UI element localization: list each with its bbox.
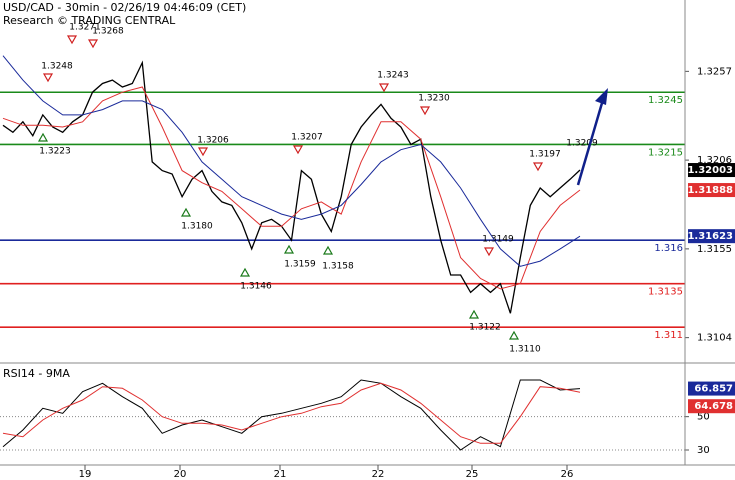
swing-label: 1.3159 <box>284 260 316 270</box>
last-value-box <box>688 183 735 198</box>
price-panel: 1.3257 1.3206 1.3155 1.3104 1.3245 1.3215 1.31… <box>0 23 732 355</box>
swing-label: 1.3268 <box>92 27 124 37</box>
level-label: 1.316 <box>654 243 683 254</box>
last-value-label: 66.857 <box>694 384 733 395</box>
swing-label: 1.3230 <box>418 94 450 104</box>
swing-label: 1.3110 <box>509 345 541 355</box>
last-value-label: 1.31623 <box>687 231 733 242</box>
series-line <box>2 86 581 290</box>
y-tick-label: 1.3206 <box>697 155 732 166</box>
y-tick-label: 50 <box>697 412 710 423</box>
swing-label: 1.3248 <box>41 62 73 72</box>
swing-marker <box>239 267 251 277</box>
series-line <box>2 379 581 451</box>
last-value-label: 1.32003 <box>687 165 733 176</box>
swing-marker <box>197 147 209 157</box>
forecast-arrow <box>576 102 604 186</box>
swing-label: 1.3197 <box>529 150 561 160</box>
swing-marker <box>419 106 431 116</box>
swing-marker <box>180 207 192 217</box>
x-tick-label: 26 <box>561 469 574 480</box>
swing-marker <box>378 83 390 93</box>
y-tick-label: 1.3104 <box>697 333 732 344</box>
rsi-panel: 50 30 <box>0 379 710 456</box>
swing-marker <box>532 162 544 172</box>
swing-label: 1.3243 <box>377 71 409 81</box>
last-value-box <box>688 399 735 414</box>
swing-marker <box>87 39 99 49</box>
level-label: 1.3245 <box>648 95 683 106</box>
swing-label: 1.3158 <box>322 262 354 272</box>
series-line <box>2 60 581 314</box>
swing-marker <box>322 245 334 255</box>
x-tick-label: 19 <box>79 469 92 480</box>
x-tick-label: 25 <box>466 469 479 480</box>
swing-marker <box>292 145 304 155</box>
y-tick-label: 1.3155 <box>697 244 732 255</box>
level-label: 1.311 <box>654 330 683 341</box>
swing-marker <box>508 330 520 340</box>
level-label: 1.3215 <box>648 147 683 158</box>
last-value-box <box>688 163 735 178</box>
swing-label: 1.3146 <box>240 282 272 292</box>
y-tick-label: 1.3257 <box>697 66 732 77</box>
swing-marker <box>66 35 78 45</box>
x-tick-label: 21 <box>274 469 287 480</box>
rsi-title: RSI14 - 9MA <box>3 367 70 380</box>
swing-label: 1.3209 <box>566 139 598 149</box>
swing-label: 1.3271 <box>69 23 101 33</box>
last-value-box <box>688 381 735 396</box>
swing-marker <box>37 132 49 142</box>
x-tick-label: 20 <box>174 469 187 480</box>
swing-label: 1.3122 <box>469 323 501 333</box>
last-value-label: 1.31888 <box>687 185 733 196</box>
last-value-label: 64.678 <box>694 401 733 412</box>
series-line <box>2 55 581 267</box>
level-label: 1.3135 <box>648 287 683 298</box>
chart-subtitle: Research © TRADING CENTRAL <box>3 14 176 27</box>
forecast-arrow-head <box>595 88 608 105</box>
swing-marker <box>283 244 295 254</box>
last-value-box <box>688 229 735 244</box>
swing-label: 1.3207 <box>291 133 323 143</box>
swing-marker <box>468 309 480 319</box>
swing-label: 1.3223 <box>39 147 71 157</box>
swing-label: 1.3149 <box>482 235 514 245</box>
x-tick-label: 22 <box>372 469 385 480</box>
series-line <box>2 382 581 444</box>
swing-label: 1.3206 <box>197 136 229 146</box>
chart-title: USD/CAD - 30min - 02/26/19 04:46:09 (CET… <box>3 1 246 14</box>
swing-label: 1.3180 <box>181 222 213 232</box>
swing-marker <box>483 247 495 257</box>
y-tick-label: 30 <box>697 445 710 456</box>
swing-marker <box>42 73 54 83</box>
